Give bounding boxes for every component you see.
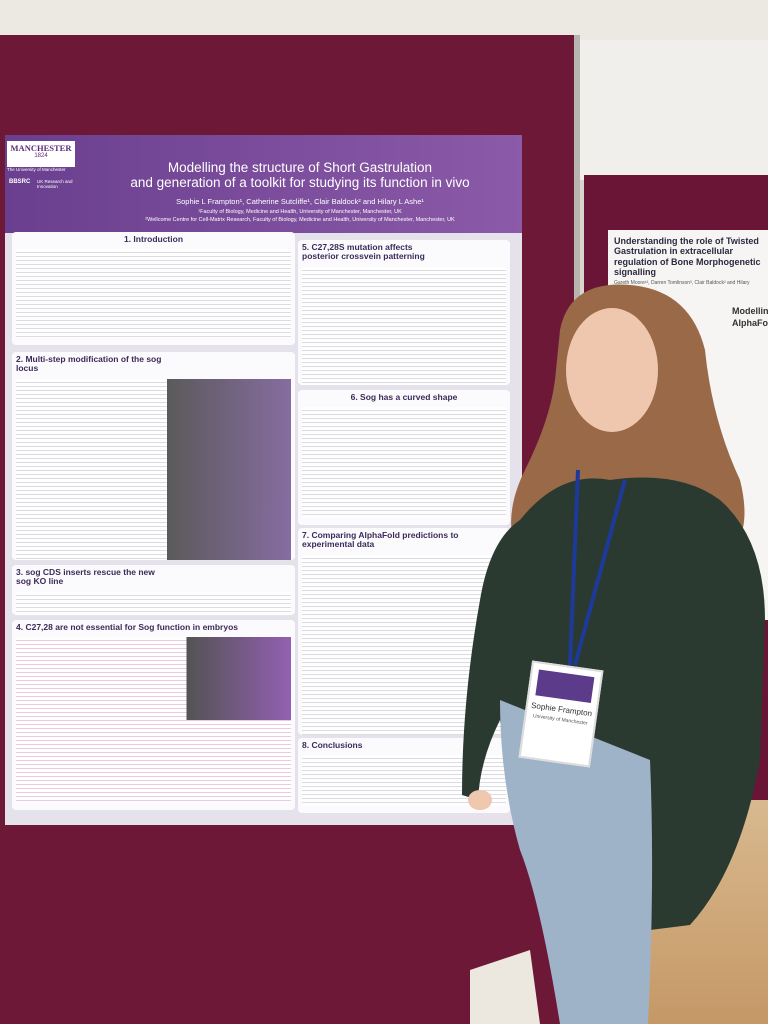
- poster-section: 6. Sog has a curved shape: [298, 390, 510, 525]
- funder-sub: UK Research and Innovation: [37, 179, 73, 189]
- poster-affiliation: ¹Faculty of Biology, Medicine and Health…: [198, 209, 402, 215]
- section-heading: 1. Introduction: [123, 234, 184, 244]
- section-heading: 7. Comparing AlphaFold predictions to ex…: [302, 530, 459, 550]
- logo: MANCHESTER 1824: [7, 141, 75, 167]
- section-body: [302, 266, 506, 385]
- poster-authors: Sophie L Frampton¹, Catherine Sutcliffe¹…: [176, 197, 424, 206]
- section-body: [16, 637, 291, 804]
- funder: BBSRC: [9, 179, 31, 185]
- title-line: Modelling the structure of Short Gastrul…: [167, 160, 433, 175]
- section-heading: 2. Multi-step modification of the sog lo…: [16, 354, 162, 374]
- poster-section: 1. Introduction: [12, 232, 295, 345]
- section-body: [16, 378, 291, 560]
- poster-title: Modelling the structure of Short Gastrul…: [85, 160, 515, 191]
- lanyard: [568, 469, 627, 666]
- section-heading: 3. sog CDS inserts rescue the new sog KO…: [16, 567, 155, 587]
- section-heading: 4. C27,28 are not essential for Sog func…: [16, 622, 239, 632]
- jeans: [500, 700, 653, 1024]
- hand: [468, 790, 492, 810]
- section-heading: 6. Sog has a curved shape: [350, 392, 458, 402]
- title-line: and generation of a toolkit for studying…: [130, 174, 470, 190]
- face: [566, 308, 658, 432]
- section-heading: 8. Conclusions: [302, 740, 363, 750]
- section-body: [302, 407, 506, 519]
- second-poster-title: Understanding the role of Twisted Gastru…: [614, 236, 761, 278]
- name-badge: Sophie Frampton University of Manchester: [518, 660, 604, 768]
- second-poster-fragment: AlphaFold2: [732, 318, 768, 328]
- poster-section: 5. C27,28S mutation affects posterior cr…: [298, 240, 510, 385]
- section-body: [16, 591, 291, 615]
- logo-name: MANCHESTER: [10, 143, 72, 153]
- second-poster-fragment: Modelling: [732, 306, 768, 316]
- wall: [580, 40, 768, 180]
- poster-section: 2. Multi-step modification of the sog lo…: [12, 352, 295, 560]
- poster-section: 3. sog CDS inserts rescue the new sog KO…: [12, 565, 295, 615]
- poster: MANCHESTER 1824 The University of Manche…: [5, 135, 522, 825]
- bag: [470, 950, 540, 1024]
- poster-section: 4. C27,28 are not essential for Sog func…: [12, 620, 295, 810]
- badge-logo: [535, 669, 595, 704]
- logo-university: The University of Manchester: [7, 167, 66, 172]
- logo-year: 1824: [34, 153, 48, 159]
- poster-header: [5, 135, 522, 233]
- section-heading: 5. C27,28S mutation affects posterior cr…: [302, 242, 425, 262]
- section-body: [16, 249, 291, 339]
- poster-affiliation: ²Wellcome Centre for Cell-Matrix Researc…: [145, 217, 455, 223]
